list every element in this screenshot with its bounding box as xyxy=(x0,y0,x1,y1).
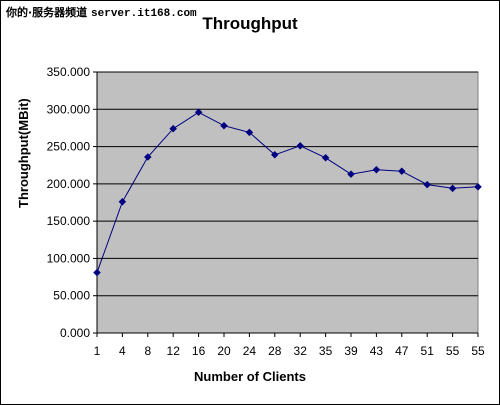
x-tick-label: 4 xyxy=(119,344,126,358)
y-tick-label: 100.000 xyxy=(47,251,91,265)
data-point xyxy=(270,150,279,159)
x-tick-label: 55 xyxy=(446,344,460,358)
x-tick-label: 12 xyxy=(167,344,181,358)
y-tick-label: 250.000 xyxy=(47,140,91,154)
series-line xyxy=(96,111,479,273)
y-axis-label: Throughput(MBit) xyxy=(16,98,31,208)
x-tick-label: 43 xyxy=(370,344,384,358)
watermark-url: server.it168.com xyxy=(91,8,197,20)
data-point xyxy=(423,180,432,189)
y-tick-label: 150.000 xyxy=(47,214,91,228)
x-tick-label: 16 xyxy=(192,344,206,358)
x-tick-label: 32 xyxy=(294,344,308,358)
data-point xyxy=(118,197,127,206)
data-point xyxy=(397,167,406,176)
data-point xyxy=(194,108,203,117)
data-point xyxy=(143,153,152,161)
data-point xyxy=(321,153,330,162)
x-axis-label: Number of Clients xyxy=(194,369,306,384)
data-point xyxy=(220,121,228,130)
x-tick-label: 28 xyxy=(268,344,282,358)
y-tick-label: 300.000 xyxy=(47,102,91,116)
x-tick-label: 51 xyxy=(421,344,435,358)
watermark-text: 你的·服务器频道 xyxy=(6,6,88,19)
data-point xyxy=(93,268,101,277)
x-tick-label: 39 xyxy=(344,344,358,358)
data-point xyxy=(245,128,254,137)
x-tick-label: 47 xyxy=(395,344,409,358)
x-tick-label: 55 xyxy=(471,344,485,358)
watermark: 你的·服务器频道 server.it168.com xyxy=(6,4,197,20)
data-point xyxy=(169,124,178,133)
data-point xyxy=(372,165,381,174)
data-point xyxy=(448,184,457,193)
data-point xyxy=(347,170,355,179)
x-tick-label: 35 xyxy=(319,344,333,358)
y-tick-label: 0.000 xyxy=(60,326,90,340)
data-point xyxy=(474,182,482,191)
x-tick-label: 24 xyxy=(243,344,257,358)
x-tick-label: 1 xyxy=(94,344,101,358)
y-tick-label: 350.000 xyxy=(47,65,91,79)
x-tick-label: 8 xyxy=(144,344,151,358)
data-point xyxy=(296,141,305,150)
y-tick-label: 50.000 xyxy=(53,289,90,303)
x-tick-label: 20 xyxy=(217,344,231,358)
y-tick-label: 200.000 xyxy=(47,177,91,191)
chart-title: Throughput xyxy=(202,14,298,33)
plot-area xyxy=(96,71,479,334)
